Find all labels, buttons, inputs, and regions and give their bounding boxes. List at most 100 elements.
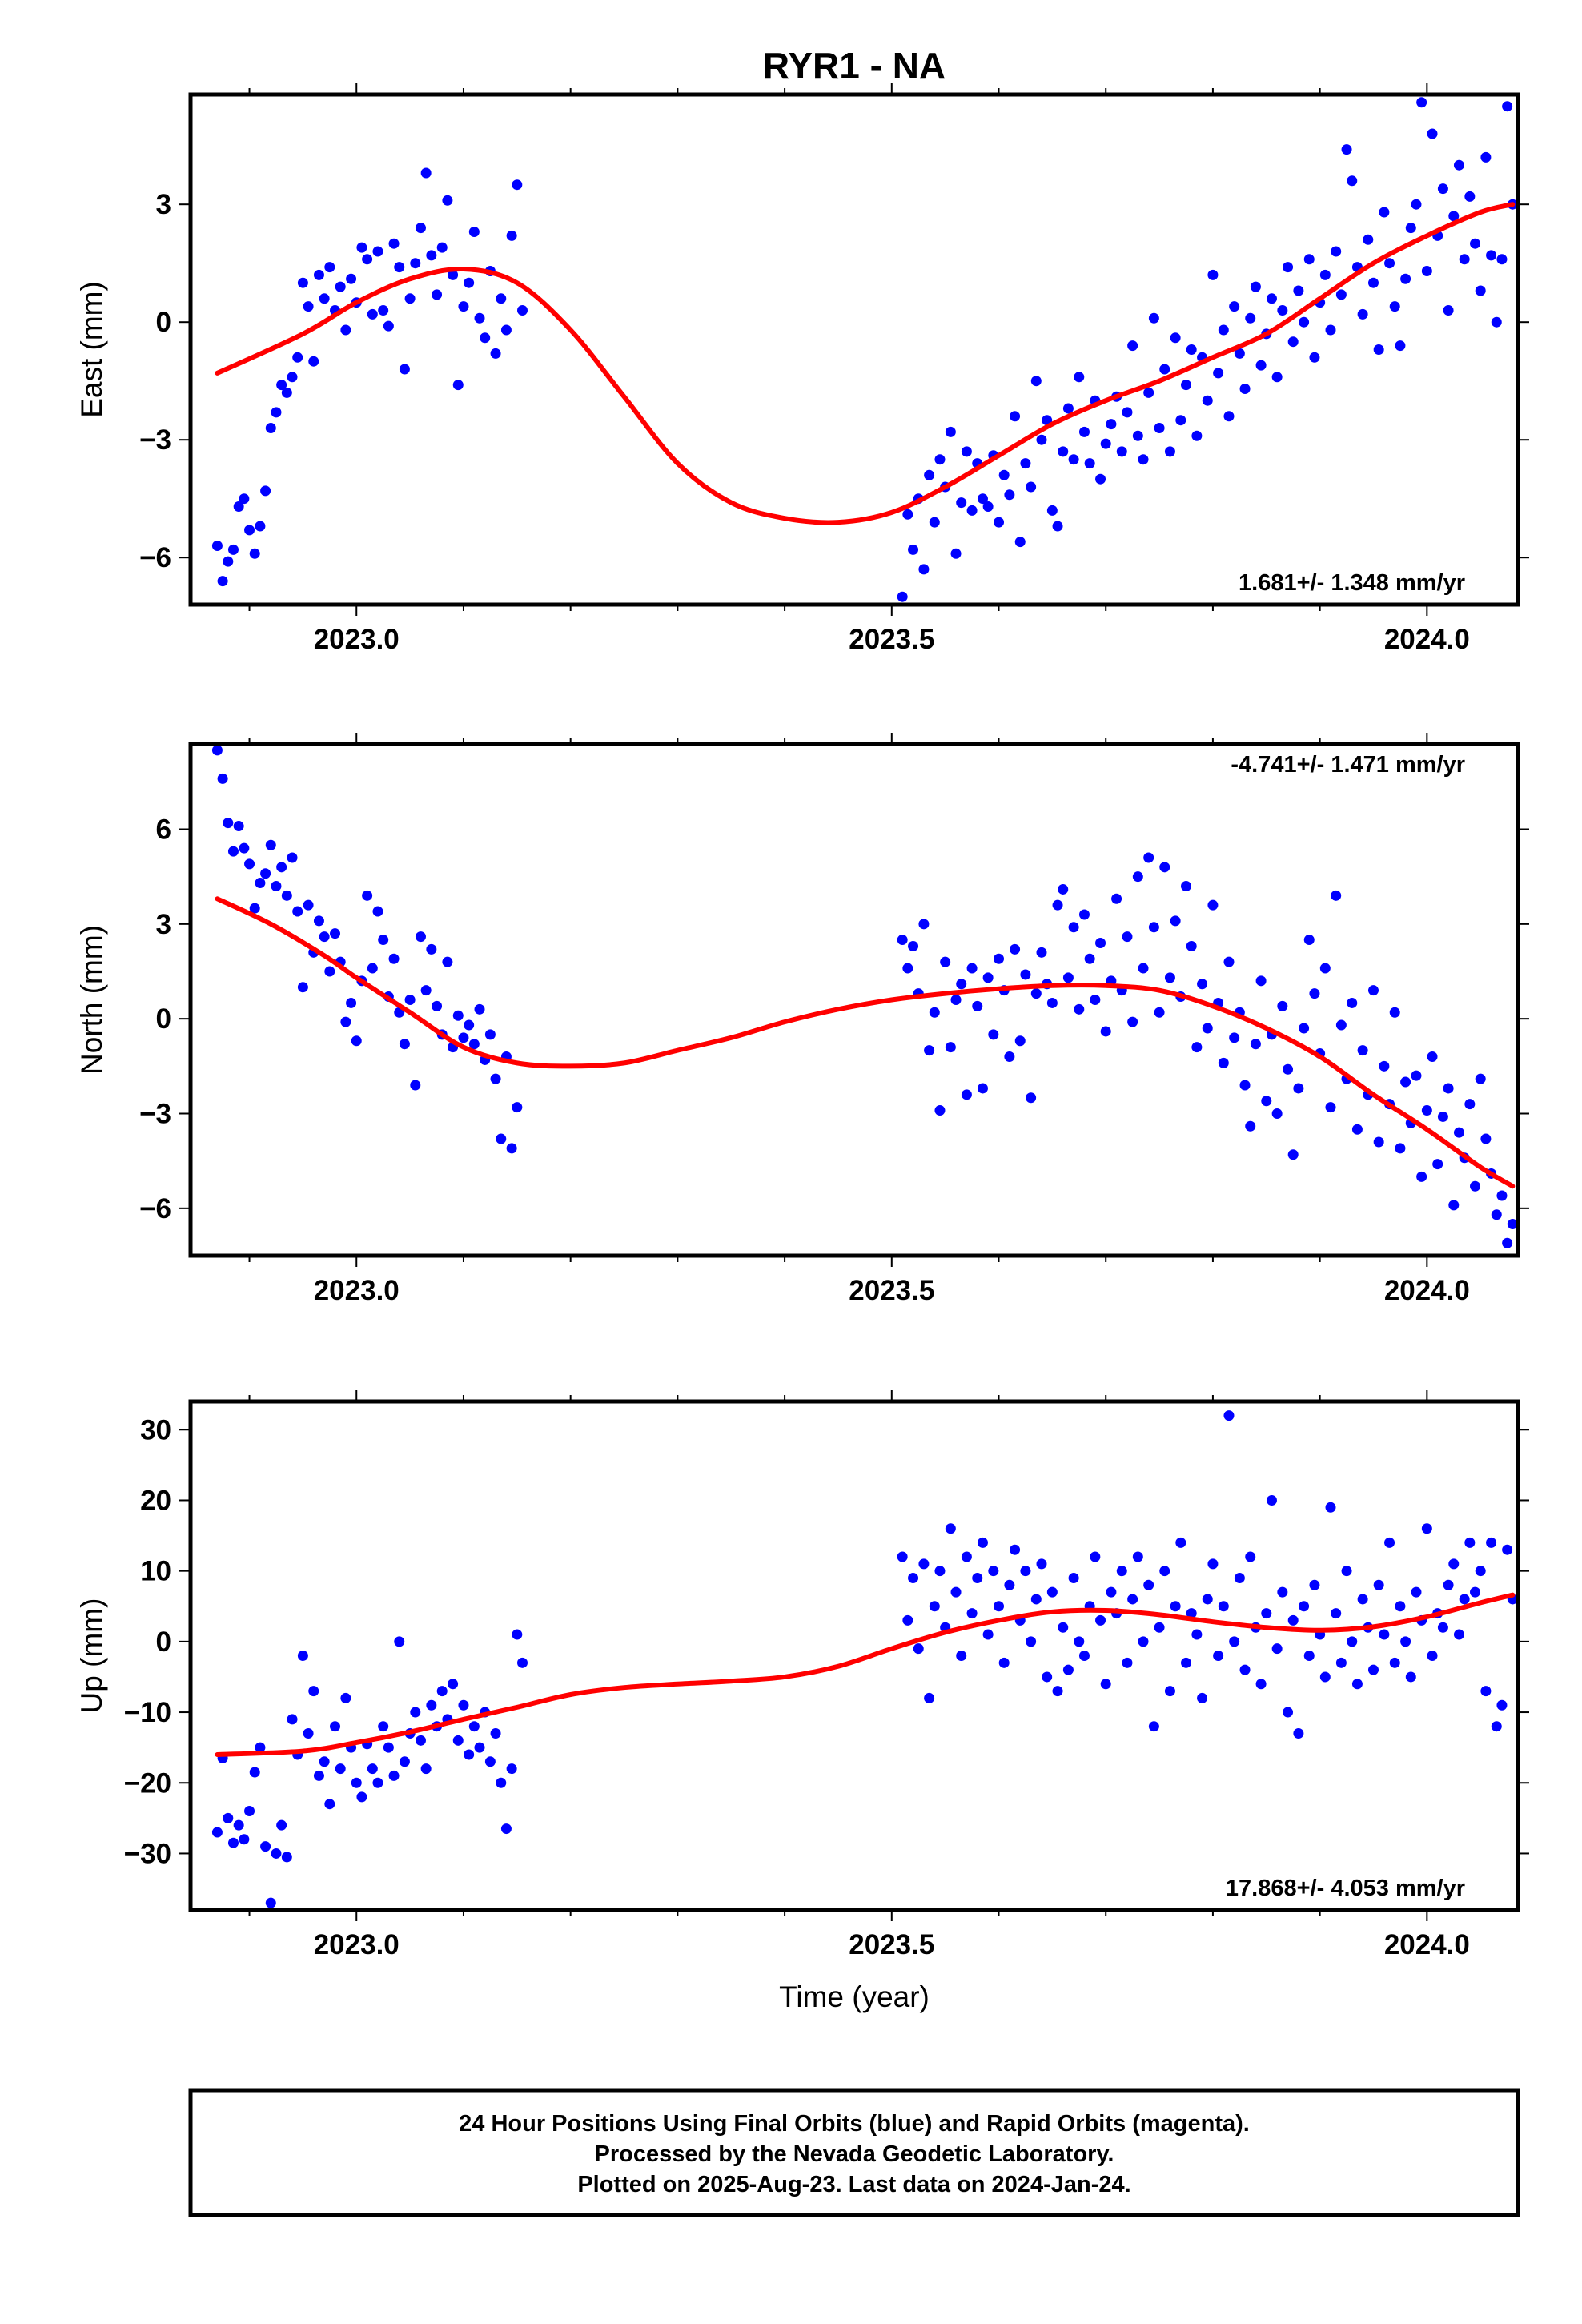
data-point	[1325, 1102, 1336, 1113]
data-point	[1384, 1537, 1395, 1548]
x-tick-label: 2023.0	[314, 1275, 400, 1306]
data-point	[378, 305, 389, 316]
data-point	[1277, 1000, 1288, 1011]
data-point	[1405, 1671, 1416, 1683]
data-point	[1202, 1594, 1213, 1605]
data-point	[1122, 1657, 1133, 1668]
data-point	[500, 324, 512, 336]
data-point	[356, 1791, 367, 1803]
data-point	[1004, 1579, 1015, 1590]
data-point	[1132, 871, 1143, 883]
data-point	[388, 238, 400, 249]
data-point	[303, 1728, 314, 1739]
data-point	[496, 293, 507, 304]
data-layer	[211, 97, 1518, 602]
data-point	[950, 1586, 962, 1598]
data-point	[1277, 1586, 1288, 1598]
data-point	[945, 1523, 956, 1534]
data-point	[276, 1819, 287, 1831]
data-point	[1357, 308, 1368, 320]
data-point	[1287, 336, 1299, 348]
data-point	[378, 935, 389, 946]
data-point	[1379, 207, 1390, 218]
data-point	[362, 890, 373, 901]
data-point	[934, 454, 946, 465]
data-point	[1084, 458, 1095, 469]
data-point	[500, 1823, 512, 1835]
data-point	[517, 305, 528, 316]
data-point	[1480, 151, 1492, 163]
data-point	[426, 943, 437, 955]
data-point	[1068, 454, 1079, 465]
data-point	[1042, 415, 1053, 426]
data-point	[1202, 395, 1213, 406]
y-tick-label: 20	[140, 1485, 171, 1516]
data-point	[281, 890, 292, 901]
data-point	[1095, 473, 1106, 485]
data-point	[464, 1019, 475, 1031]
data-point	[929, 517, 940, 528]
data-point	[1331, 890, 1342, 901]
data-point	[372, 1777, 383, 1788]
data-point	[1421, 1105, 1432, 1116]
data-point	[1437, 183, 1448, 195]
data-point	[484, 1756, 496, 1767]
data-point	[1181, 1657, 1191, 1668]
data-point	[1074, 1636, 1085, 1647]
data-point	[244, 1806, 255, 1817]
data-point	[367, 308, 378, 320]
data-point	[1159, 862, 1170, 873]
data-point	[1078, 1651, 1090, 1661]
data-point	[217, 773, 228, 784]
data-point	[1341, 1566, 1352, 1577]
data-point	[227, 1837, 239, 1848]
data-point	[346, 997, 357, 1008]
data-point	[1229, 1032, 1240, 1043]
data-point	[351, 1777, 362, 1788]
data-point	[1026, 481, 1037, 493]
data-point	[292, 352, 303, 363]
data-point	[512, 1102, 523, 1113]
data-point	[994, 953, 1005, 964]
data-point	[324, 966, 335, 977]
data-point	[994, 1601, 1005, 1612]
data-point	[1277, 305, 1288, 316]
data-point	[1250, 1039, 1261, 1050]
data-point	[1416, 97, 1427, 108]
data-point	[1191, 1629, 1203, 1640]
data-point	[1486, 250, 1497, 261]
data-point	[1480, 1133, 1492, 1144]
y-tick-label: 0	[156, 1003, 171, 1035]
data-point	[1266, 293, 1277, 304]
data-point	[908, 544, 919, 555]
data-point	[448, 269, 459, 280]
data-point	[1239, 384, 1251, 394]
data-point	[496, 1777, 507, 1788]
data-point	[1223, 956, 1235, 967]
data-point	[1491, 1209, 1502, 1220]
data-point	[1367, 985, 1379, 996]
data-point	[420, 985, 432, 996]
data-point	[1384, 258, 1395, 269]
data-point	[1090, 1551, 1101, 1562]
data-point	[1004, 1051, 1015, 1062]
y-tick-label: −30	[124, 1838, 171, 1869]
data-point	[1491, 316, 1502, 328]
data-point	[281, 1852, 292, 1863]
data-point	[1197, 1692, 1208, 1703]
data-point	[1421, 266, 1432, 276]
data-point	[977, 493, 988, 505]
data-point	[1395, 1601, 1406, 1612]
data-point	[372, 246, 383, 257]
data-point	[1100, 1026, 1111, 1037]
data-point	[287, 372, 298, 383]
data-point	[1400, 1076, 1411, 1088]
data-point	[432, 1000, 443, 1011]
data-point	[276, 862, 287, 873]
data-point	[1068, 1572, 1079, 1583]
data-point	[913, 1643, 924, 1655]
data-point	[244, 858, 255, 870]
data-point	[1255, 975, 1267, 987]
data-point	[1357, 1045, 1368, 1056]
velocity-label: -4.741+/- 1.471 mm/yr	[1231, 752, 1465, 778]
